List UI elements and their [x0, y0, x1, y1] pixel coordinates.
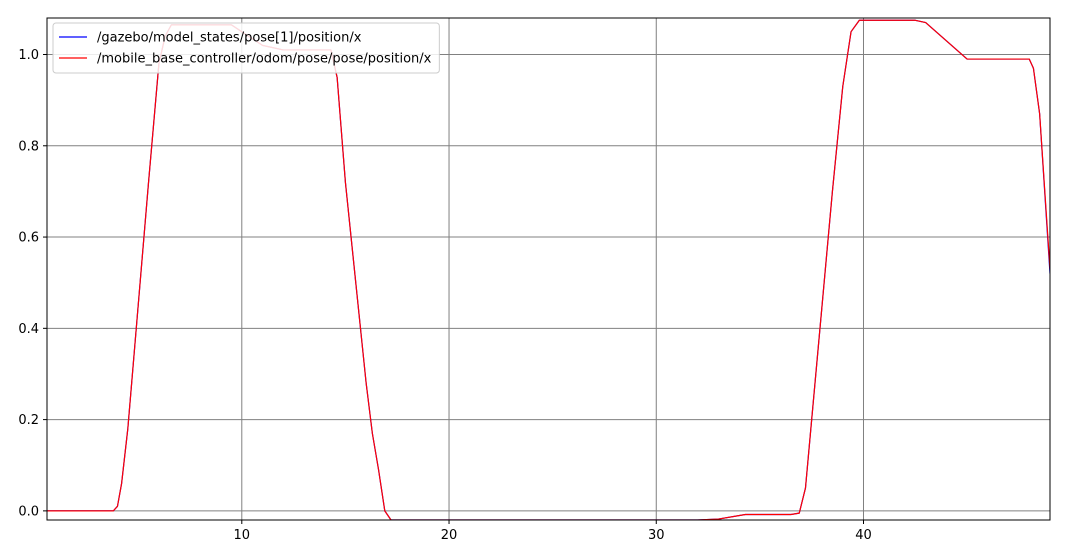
y-tick-label-5: 1.0: [18, 48, 39, 63]
x-tick-label-30: 30: [648, 528, 665, 543]
x-tick-label-20: 20: [441, 528, 458, 543]
y-tick-label-1: 0.2: [18, 413, 39, 428]
legend: /gazebo/model_states/pose[1]/position/x …: [52, 22, 440, 74]
axis-ticks: 10 20 30 40 0.0 0.2 0.4 0.6 0.8 1.0: [18, 48, 871, 543]
legend-label-odom: /mobile_base_controller/odom/pose/pose/p…: [97, 52, 432, 67]
x-tick-label-10: 10: [234, 528, 251, 543]
y-tick-label-3: 0.6: [18, 231, 39, 246]
y-tick-label-0: 0.0: [18, 504, 39, 519]
legend-label-gazebo: /gazebo/model_states/pose[1]/position/x: [97, 31, 362, 46]
grid: [47, 18, 1050, 520]
legend-box: [52, 22, 440, 74]
plot-frame: [46, 17, 1051, 521]
y-tick-label-4: 0.8: [18, 139, 39, 154]
x-tick-label-40: 40: [855, 528, 872, 543]
y-tick-label-2: 0.4: [18, 322, 39, 337]
